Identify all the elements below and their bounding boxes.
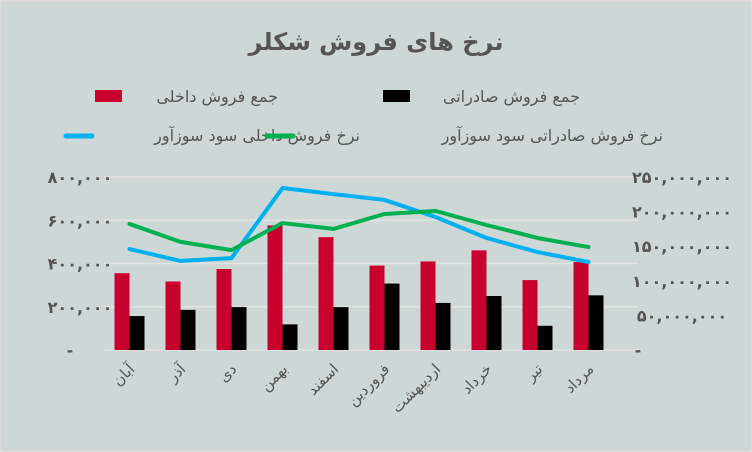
right-axis-tick-label: ۲۰۰,۰۰۰,۰۰۰	[632, 203, 732, 222]
right-axis-tick-label: ۱۵۰,۰۰۰,۰۰۰	[632, 237, 732, 256]
x-axis-category-label: آذر	[163, 360, 190, 387]
x-axis-category-label: اردیبهشت	[388, 360, 444, 416]
bar-export-4	[333, 307, 349, 350]
right-axis-tick-label: ۵۰,۰۰۰,۰۰۰	[637, 306, 727, 325]
line-export-rate	[127, 208, 591, 253]
line-domestic-rate	[127, 186, 591, 264]
bar-domestic-7	[471, 250, 487, 350]
legend-swatch-export-total	[383, 90, 410, 102]
bar-export-0	[129, 316, 145, 350]
right-axis-tick-label: ۲۵۰,۰۰۰,۰۰۰	[632, 168, 732, 187]
bar-export-8	[537, 325, 553, 350]
legend-label-export-total: جمع فروش صادراتی	[443, 87, 580, 107]
right-axis-tick-label: -	[635, 341, 642, 360]
right-axis-tick-label: ۱۰۰,۰۰۰,۰۰۰	[632, 272, 732, 291]
x-axis-category-label: اسفند	[304, 360, 343, 399]
left-axis-tick-label: ۲۰۰,۰۰۰	[48, 298, 113, 317]
bar-domestic-4	[318, 237, 334, 350]
bar-export-9	[588, 295, 604, 350]
legend-label-domestic-rate: نرخ فروش داخلی سود سوزآور	[153, 126, 360, 146]
bar-domestic-9	[573, 262, 589, 350]
x-axis-category-label: مرداد	[561, 360, 598, 397]
x-axis-category-label: دی	[215, 360, 241, 386]
x-axis-category-label: خرداد	[458, 360, 496, 398]
left-axis-tick-label: ۶۰۰,۰۰۰	[48, 211, 113, 230]
bar-export-1	[180, 309, 196, 350]
bar-domestic-5	[369, 265, 385, 350]
legend: جمع فروش داخلی جمع فروش صادراتی نرخ فروش…	[63, 87, 663, 146]
bar-domestic-3	[267, 225, 283, 350]
legend-label-export-rate: نرخ فروش صادراتی سود سوزآور	[441, 126, 663, 146]
bar-export-7	[486, 296, 502, 350]
bar-export-6	[435, 302, 451, 350]
left-axis-tick-label: ۴۰۰,۰۰۰	[48, 255, 113, 274]
bar-export-2	[231, 307, 247, 350]
left-axis-tick-label: ۸۰۰,۰۰۰	[48, 168, 113, 187]
bar-domestic-8	[522, 280, 538, 350]
x-axis-category-label: آبان	[109, 360, 139, 390]
bar-domestic-6	[420, 261, 436, 350]
legend-label-domestic-total: جمع فروش داخلی	[156, 87, 278, 107]
legend-swatch-domestic-total	[95, 90, 122, 102]
bar-domestic-1	[165, 281, 181, 350]
bar-export-3	[282, 324, 298, 350]
left-axis-tick-label: -	[67, 341, 74, 360]
bar-domestic-0	[114, 273, 130, 350]
x-axis-category-label: بهمن	[257, 360, 292, 395]
x-axis-category-label: فروردین	[344, 360, 394, 410]
chart-title: نرخ های فروش شکلر	[248, 28, 504, 56]
bar-export-5	[384, 283, 400, 350]
x-axis-category-label: تیر	[521, 360, 546, 385]
bar-domestic-2	[216, 269, 232, 350]
